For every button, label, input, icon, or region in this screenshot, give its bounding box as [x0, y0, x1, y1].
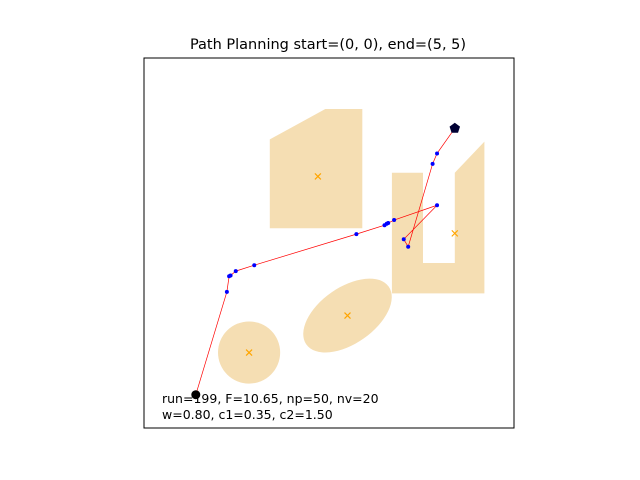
waypoint-12 [401, 237, 406, 242]
end-marker [449, 122, 461, 133]
run-parameters-line-1: run=199, F=10.65, np=50, nv=20 [162, 391, 379, 406]
waypoint-14 [430, 161, 435, 166]
waypoint-5 [252, 263, 257, 268]
path-layer [195, 128, 456, 395]
waypoint-4 [233, 269, 238, 274]
marker-layer [191, 122, 461, 400]
plot-area [143, 57, 515, 429]
start-marker [191, 390, 201, 400]
obstacle-1-center-marker [314, 172, 322, 180]
waypoint-10 [392, 218, 397, 223]
obstacle-2 [391, 141, 485, 294]
run-parameters-line-2: w=0.80, c1=0.35, c2=1.50 [162, 407, 333, 422]
waypoint-6 [354, 232, 359, 237]
obstacle-2-center-marker [451, 229, 459, 237]
obstacle-3-center-marker [344, 312, 351, 319]
chart-title: Path Planning start=(0, 0), end=(5, 5) [190, 37, 466, 53]
waypoint-3 [228, 273, 233, 278]
waypoint-11 [435, 203, 440, 208]
plot-frame [143, 57, 515, 429]
waypoint-9 [386, 221, 391, 226]
waypoint-1 [224, 289, 229, 294]
waypoint-13 [406, 244, 411, 249]
obstacle-1 [269, 109, 363, 229]
waypoint-15 [435, 151, 440, 156]
obstacle-4-center-marker [245, 349, 253, 356]
obstacle-center-layer [245, 172, 459, 356]
